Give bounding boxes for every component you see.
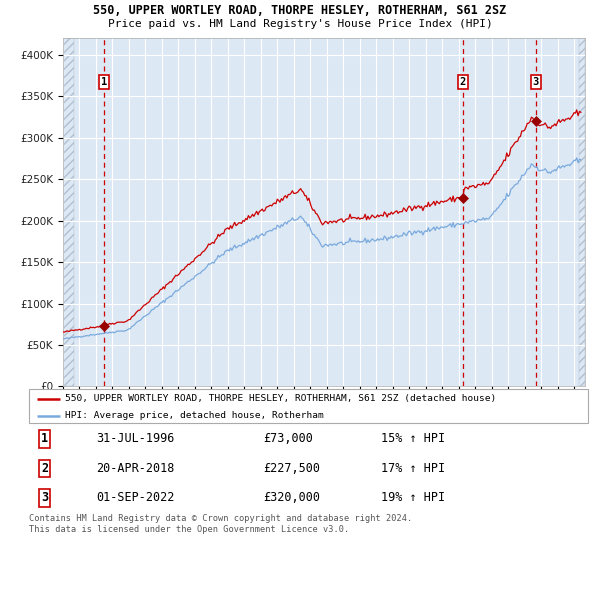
Text: £227,500: £227,500	[263, 462, 320, 475]
Text: 17% ↑ HPI: 17% ↑ HPI	[381, 462, 445, 475]
Text: Price paid vs. HM Land Registry's House Price Index (HPI): Price paid vs. HM Land Registry's House …	[107, 19, 493, 30]
Text: 1: 1	[101, 77, 107, 87]
Text: 31-JUL-1996: 31-JUL-1996	[96, 432, 174, 445]
Text: 15% ↑ HPI: 15% ↑ HPI	[381, 432, 445, 445]
Text: HPI: Average price, detached house, Rotherham: HPI: Average price, detached house, Roth…	[65, 411, 324, 420]
Text: £73,000: £73,000	[263, 432, 314, 445]
Text: 550, UPPER WORTLEY ROAD, THORPE HESLEY, ROTHERHAM, S61 2SZ (detached house): 550, UPPER WORTLEY ROAD, THORPE HESLEY, …	[65, 394, 496, 404]
Text: 01-SEP-2022: 01-SEP-2022	[96, 491, 174, 504]
Text: 20-APR-2018: 20-APR-2018	[96, 462, 174, 475]
Text: £320,000: £320,000	[263, 491, 320, 504]
Text: 1: 1	[41, 432, 48, 445]
Text: 19% ↑ HPI: 19% ↑ HPI	[381, 491, 445, 504]
Text: 3: 3	[532, 77, 539, 87]
Text: 550, UPPER WORTLEY ROAD, THORPE HESLEY, ROTHERHAM, S61 2SZ: 550, UPPER WORTLEY ROAD, THORPE HESLEY, …	[94, 4, 506, 17]
FancyBboxPatch shape	[29, 389, 588, 423]
Text: 2: 2	[41, 462, 48, 475]
Text: Contains HM Land Registry data © Crown copyright and database right 2024.
This d: Contains HM Land Registry data © Crown c…	[29, 514, 412, 534]
Text: 2: 2	[460, 77, 466, 87]
Text: 3: 3	[41, 491, 48, 504]
